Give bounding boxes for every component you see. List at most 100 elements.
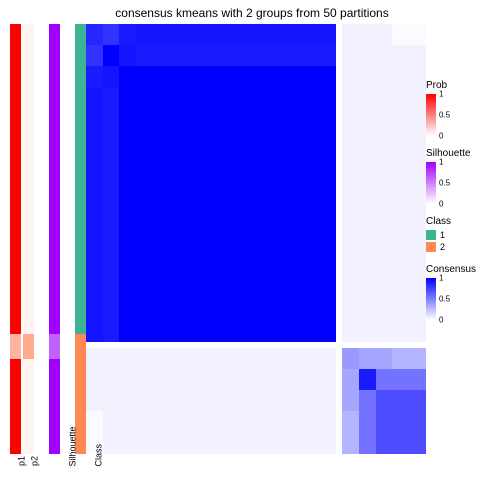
heatmap-cell (376, 299, 393, 320)
heatmap-cell (359, 433, 376, 454)
heatmap-cell (253, 88, 270, 109)
legend-tick: 0.5 (439, 295, 450, 304)
heatmap-cell (303, 45, 320, 66)
legend-gradient (426, 162, 436, 204)
heatmap-cell (409, 411, 426, 432)
heatmap-cell (376, 172, 393, 193)
heatmap-cell (153, 24, 170, 45)
legend-gradient (426, 278, 436, 320)
heatmap-cell (169, 45, 186, 66)
heatmap-cell (186, 109, 203, 130)
heatmap-cell (86, 45, 103, 66)
heatmap-cell (136, 130, 153, 151)
heatmap-cell (169, 194, 186, 215)
heatmap-cell (409, 433, 426, 454)
heatmap-cell (103, 321, 120, 342)
heatmap-cell (119, 66, 136, 87)
heatmap-cell (270, 109, 287, 130)
heatmap-cell (153, 172, 170, 193)
heatmap-cell (220, 194, 237, 215)
heatmap-cell (203, 66, 220, 87)
heatmap-row (86, 172, 426, 193)
heatmap-cell (286, 299, 303, 320)
heatmap-cell (270, 66, 287, 87)
heatmap-cell (320, 130, 337, 151)
heatmap-cell (392, 257, 409, 278)
heatmap-cell (409, 390, 426, 411)
anno-col-p2 (23, 24, 34, 454)
heatmap-cell (320, 257, 337, 278)
heatmap-cell (409, 24, 426, 45)
heatmap-cell (409, 151, 426, 172)
heatmap-cell (86, 194, 103, 215)
heatmap-cell (286, 45, 303, 66)
heatmap-cell (392, 109, 409, 130)
legend-silhouette: Silhouette00.51 (426, 148, 500, 204)
heatmap-cell (270, 194, 287, 215)
heatmap-cell (342, 390, 359, 411)
heatmap-cell (270, 369, 287, 390)
heatmap-cell (236, 24, 253, 45)
legend-gradient (426, 94, 436, 136)
heatmap-cell (119, 109, 136, 130)
heatmap-cell (169, 278, 186, 299)
heatmap-cell (409, 109, 426, 130)
heatmap-row (86, 24, 426, 45)
heatmap-cell (86, 278, 103, 299)
heatmap-cell (86, 24, 103, 45)
heatmap-cell (253, 24, 270, 45)
heatmap-cell (320, 299, 337, 320)
heatmap-cell (136, 24, 153, 45)
heatmap-cell (220, 130, 237, 151)
heatmap-cell (153, 321, 170, 342)
heatmap-cell (270, 172, 287, 193)
heatmap-row (86, 236, 426, 257)
heatmap-cell (186, 348, 203, 369)
heatmap-cell (359, 172, 376, 193)
heatmap-row (86, 369, 426, 390)
heatmap-cell (103, 411, 120, 432)
heatmap-cell (409, 66, 426, 87)
heatmap-cell (86, 257, 103, 278)
heatmap-cell (119, 130, 136, 151)
heatmap-cell (392, 130, 409, 151)
heatmap-cell (186, 411, 203, 432)
heatmap-cell (220, 299, 237, 320)
heatmap-cell (186, 194, 203, 215)
heatmap-cell (320, 24, 337, 45)
heatmap-cell (253, 215, 270, 236)
heatmap-cell (236, 369, 253, 390)
heatmap-cell (153, 130, 170, 151)
heatmap-cell (203, 194, 220, 215)
annotation-bars (10, 24, 86, 454)
heatmap-cell (303, 369, 320, 390)
heatmap-cell (320, 433, 337, 454)
heatmap-cell (203, 433, 220, 454)
heatmap-cell (86, 215, 103, 236)
anno-col-class (75, 24, 86, 454)
heatmap-cell (392, 45, 409, 66)
heatmap-cell (169, 390, 186, 411)
heatmap-cell (236, 278, 253, 299)
heatmap-cell (186, 88, 203, 109)
anno-label: p1 (11, 456, 21, 467)
heatmap-cell (136, 88, 153, 109)
heatmap-cell (86, 172, 103, 193)
chart-title: consensus kmeans with 2 groups from 50 p… (0, 6, 504, 20)
legend-prob: Prob00.51 (426, 80, 500, 136)
heatmap-row (86, 194, 426, 215)
heatmap-cell (392, 215, 409, 236)
heatmap-cell (220, 433, 237, 454)
heatmap-cell (253, 411, 270, 432)
heatmap-cell (86, 66, 103, 87)
heatmap-cell (86, 369, 103, 390)
heatmap-cell (286, 348, 303, 369)
heatmap-cell (342, 45, 359, 66)
heatmap-cell (320, 215, 337, 236)
heatmap-cell (303, 348, 320, 369)
legend-consensus: Consensus00.51 (426, 264, 500, 320)
heatmap-cell (253, 130, 270, 151)
heatmap-cell (376, 215, 393, 236)
heatmap-cell (236, 66, 253, 87)
heatmap-cell (392, 66, 409, 87)
